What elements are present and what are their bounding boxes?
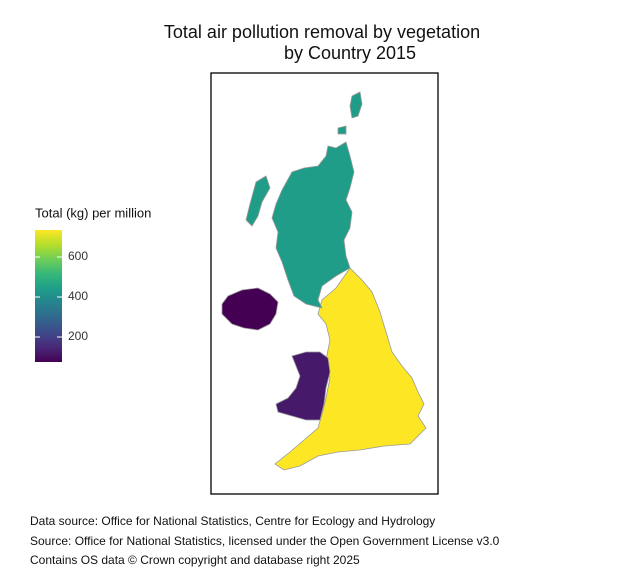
caption: Source: Office for National Statistics, … — [30, 534, 500, 548]
caption: Contains OS data © Crown copyright and d… — [30, 553, 360, 567]
legend-tick-label: 400 — [68, 289, 88, 303]
region-shape — [349, 91, 363, 119]
legend-tick-label: 600 — [68, 249, 88, 263]
map — [221, 91, 427, 471]
region-shape — [275, 351, 331, 421]
legend-ticks: 200 400 600 — [35, 249, 88, 343]
map-frame — [210, 72, 439, 495]
region — [275, 351, 331, 421]
color-bar — [35, 230, 62, 362]
caption: Data source: Office for National Statist… — [30, 514, 435, 528]
region-shape — [271, 141, 355, 309]
chart-subtitle: by Country 2015 — [284, 43, 416, 63]
region-shape — [245, 175, 271, 227]
region — [245, 91, 363, 309]
legend-title: Total (kg) per million — [35, 205, 151, 220]
region — [274, 267, 427, 471]
region-shape — [337, 125, 347, 135]
legend-tick-label: 200 — [68, 329, 88, 343]
chart-title: Total air pollution removal by vegetatio… — [164, 22, 480, 42]
region-shape — [274, 267, 427, 471]
region — [221, 287, 279, 331]
region-shape — [221, 287, 279, 331]
